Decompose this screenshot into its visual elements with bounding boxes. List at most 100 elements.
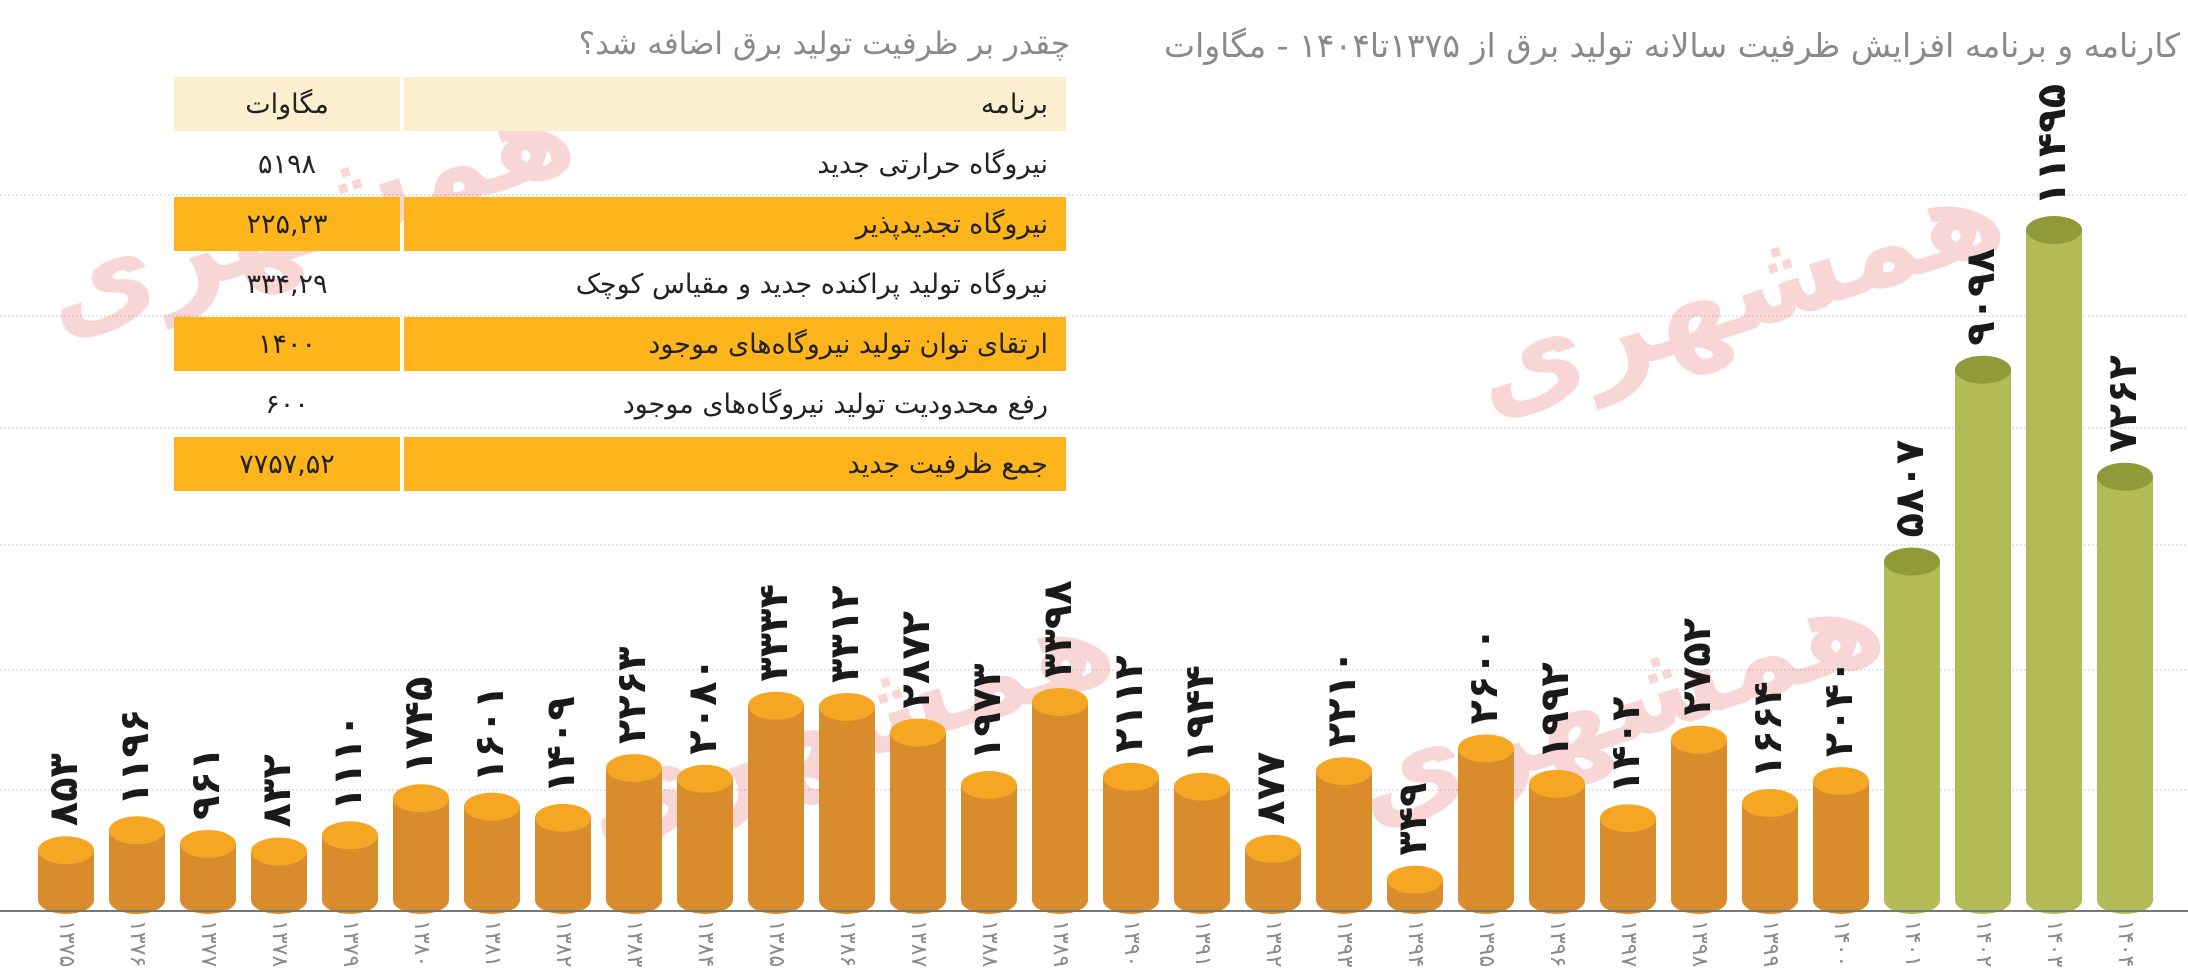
- x-tick-label: ۱۳۹۷: [1616, 920, 1641, 967]
- value-label: ۳۳۹۸: [1035, 580, 1081, 678]
- bar: [1103, 762, 1159, 914]
- bar-bottom: [1316, 886, 1372, 914]
- bar-top: [1245, 834, 1301, 863]
- bar-top: [1316, 757, 1372, 786]
- value-label: ۱۱۹۶: [112, 709, 158, 807]
- x-tick-labels: ۱۳۷۵ ۱۳۷۶ ۱۳۷۷ ۱۳۷۸ ۱۳۷۹ ۱۳۸۰ ۱۳۸۱ ۱۳۸۲ ۱۳۸۳ ۱۳۸۴…: [54, 920, 2138, 967]
- table-row: نیروگاه تجدیدپذیر ۲۲۵,۲۳: [166, 194, 1066, 254]
- table-row: ارتقای توان تولید نیروگاه‌های موجود ۱۴۰۰: [166, 314, 1066, 374]
- bar: [1458, 734, 1514, 914]
- bar-body: [677, 778, 733, 900]
- x-tick-label: ۱۴۰۱: [1900, 920, 1925, 967]
- gridlines: [0, 194, 2188, 791]
- bar-bottom: [1671, 886, 1727, 914]
- bar-top: [180, 829, 236, 858]
- bars: [38, 216, 2153, 914]
- table-row: نیروگاه حرارتی جدید ۵۱۹۸: [166, 134, 1066, 194]
- bar-top: [1600, 804, 1656, 833]
- x-tick-label: ۱۳۸۱: [480, 920, 505, 967]
- bar-bottom: [464, 886, 520, 914]
- bar: [393, 784, 449, 914]
- bar-body: [393, 798, 449, 900]
- value-label: ۸۵۳: [41, 753, 87, 826]
- total-mw: ۷۷۵۷,۵۲: [174, 437, 400, 491]
- bar: [606, 754, 662, 914]
- x-tick-label: ۱۳۸۵: [764, 920, 789, 967]
- x-tick-label: ۱۳۸۲: [551, 920, 576, 967]
- value-label: ۱۱۱۰: [325, 714, 371, 812]
- x-tick-label: ۱۳۹۴: [1403, 920, 1428, 967]
- bar: [322, 821, 378, 914]
- bar: [961, 771, 1017, 914]
- bar-body: [2026, 230, 2082, 900]
- bar-top: [961, 771, 1017, 800]
- bar-bottom: [1103, 886, 1159, 914]
- value-label: ۹۰۹۸: [1958, 248, 2004, 346]
- bar: [677, 764, 733, 914]
- bar-bottom: [251, 886, 307, 914]
- x-tick-label: ۱۳۸۳: [622, 920, 647, 967]
- bar-bottom: [38, 886, 94, 914]
- x-tick-label: ۱۴۰۳: [2042, 920, 2067, 967]
- bar-bottom: [2097, 886, 2153, 914]
- chart-title: کارنامه و برنامه افزایش ظرفیت سالانه تول…: [1164, 26, 2180, 65]
- bar-top: [2026, 216, 2082, 244]
- bar-top: [464, 792, 520, 821]
- bar-bottom: [1813, 886, 1869, 914]
- bar: [2026, 216, 2082, 914]
- bar-bottom: [961, 886, 1017, 914]
- value-label: ۸۳۲: [254, 754, 300, 827]
- bar-top: [1671, 725, 1727, 754]
- value-label: ۲۲۶۳: [609, 646, 655, 744]
- value-label: ۲۰۸۰: [680, 657, 726, 755]
- header-mw: مگاوات: [174, 77, 400, 131]
- bar-top: [1813, 767, 1869, 796]
- table-row: نیروگاه تولید پراکنده جدید و مقیاس کوچک …: [166, 254, 1066, 314]
- value-label: ۳۴۹: [1390, 782, 1436, 855]
- x-tick-label: ۱۳۸۷: [906, 920, 931, 967]
- bar-body: [748, 705, 804, 900]
- value-label: ۸۷۷: [1248, 752, 1294, 825]
- table-title: چقدر بر ظرفیت تولید برق اضافه شد؟: [578, 26, 1070, 62]
- value-label: ۱۱۴۹۵: [2029, 84, 2075, 206]
- bar: [748, 691, 804, 914]
- bar-body: [1174, 786, 1230, 900]
- bar-body: [2097, 476, 2153, 900]
- x-tick-label: ۱۳۹۰: [1119, 920, 1144, 967]
- bar-top: [393, 784, 449, 813]
- bar: [819, 692, 875, 914]
- bar-top: [606, 754, 662, 783]
- watermark-text: همشهری: [1455, 140, 2021, 442]
- bar-top: [1884, 547, 1940, 576]
- bar: [180, 829, 236, 914]
- bar: [1742, 789, 1798, 914]
- value-label: ۱۹۹۲: [1532, 662, 1578, 760]
- x-tick-label: ۱۳۹۲: [1261, 920, 1286, 967]
- value-label: ۱۴۰۹: [538, 696, 584, 794]
- x-tick-label: ۱۳۸۸: [977, 920, 1002, 967]
- bar: [464, 792, 520, 914]
- x-tick-label: ۱۳۷۷: [196, 920, 221, 967]
- bar-body: [1955, 369, 2011, 900]
- bar-bottom: [606, 886, 662, 914]
- bar-bottom: [1955, 886, 2011, 914]
- row-mw: ۶۰۰: [265, 388, 309, 420]
- x-tick-label: ۱۳۷۸: [267, 920, 292, 967]
- x-tick-label: ۱۳۹۸: [1687, 920, 1712, 967]
- bar-bottom: [1458, 886, 1514, 914]
- x-tick-label: ۱۳۷۹: [338, 920, 363, 967]
- x-tick-label: ۱۴۰۲: [1971, 920, 1996, 967]
- row-mw: ۱۴۰۰: [174, 317, 400, 371]
- value-label: ۱۹۷۳: [964, 663, 1010, 761]
- x-tick-label: ۱۳۸۴: [693, 920, 718, 967]
- bar: [251, 837, 307, 914]
- bar-bottom: [2026, 886, 2082, 914]
- bar-bottom: [1174, 886, 1230, 914]
- row-program: نیروگاه حرارتی جدید: [817, 148, 1048, 180]
- bar-body: [606, 768, 662, 900]
- bar-bottom: [180, 886, 236, 914]
- bar-bottom: [322, 886, 378, 914]
- bar-top: [1387, 865, 1443, 894]
- bar: [1174, 772, 1230, 914]
- value-label: ۵۸۰۷: [1887, 440, 1933, 538]
